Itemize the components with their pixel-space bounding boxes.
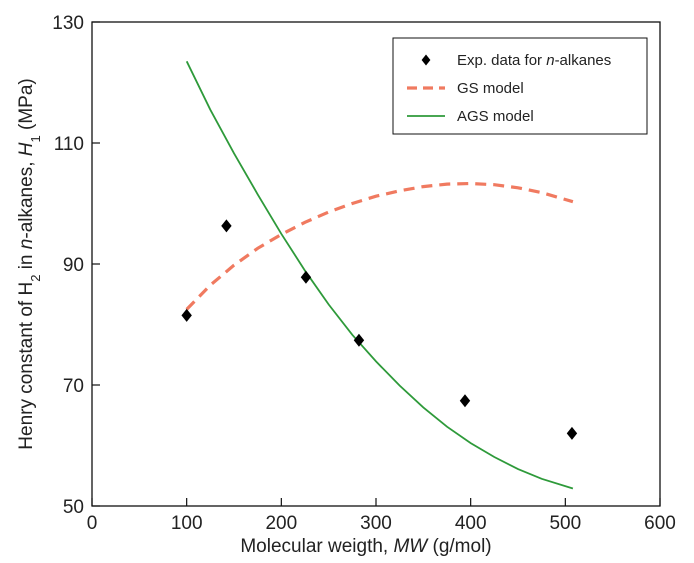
ags-model-line	[185, 60, 574, 490]
legend-label: GS model	[457, 80, 524, 97]
y-tick-label: 110	[54, 134, 84, 155]
legend-label: AGS model	[457, 108, 534, 125]
exp-data-point	[459, 394, 471, 408]
y-tick-label: 130	[52, 13, 84, 34]
exp-data-point	[353, 333, 365, 347]
y-tick-label: 90	[63, 255, 84, 276]
x-axis-title: Molecular weigth, MW (g/mol)	[240, 536, 491, 557]
x-tick-label: 0	[87, 513, 98, 534]
exp-data-point	[300, 270, 312, 284]
x-tick-label: 100	[171, 513, 203, 534]
exp-data-point	[221, 219, 232, 233]
x-tick-label: 400	[455, 513, 487, 534]
y-tick-label: 50	[63, 497, 84, 518]
legend-marker-exp	[421, 54, 431, 66]
exp-data-point	[566, 426, 578, 440]
legend-box	[392, 37, 648, 135]
y-axis-title: Henry constant of H2 in n-alkanes, H1 (M…	[16, 78, 43, 449]
series-layer	[181, 60, 578, 490]
x-tick-label: 300	[360, 513, 392, 534]
gs-model-line	[185, 181, 574, 311]
y-tick-label: 70	[63, 376, 84, 397]
x-tick-label: 200	[265, 513, 297, 534]
exp-data-point	[181, 308, 192, 322]
x-tick-label: 600	[644, 513, 676, 534]
axis-titles: Molecular weigth, MW (g/mol) Henry consta…	[16, 78, 492, 557]
x-tick-label: 500	[549, 513, 581, 534]
legend: Exp. data for n-alkanes GS model AGS model	[392, 37, 648, 135]
legend-label: Exp. data for n-alkanes	[457, 52, 611, 69]
axis-ticks: 0 100 200 300 400 500 600 50 70 90 110 130	[52, 13, 676, 534]
